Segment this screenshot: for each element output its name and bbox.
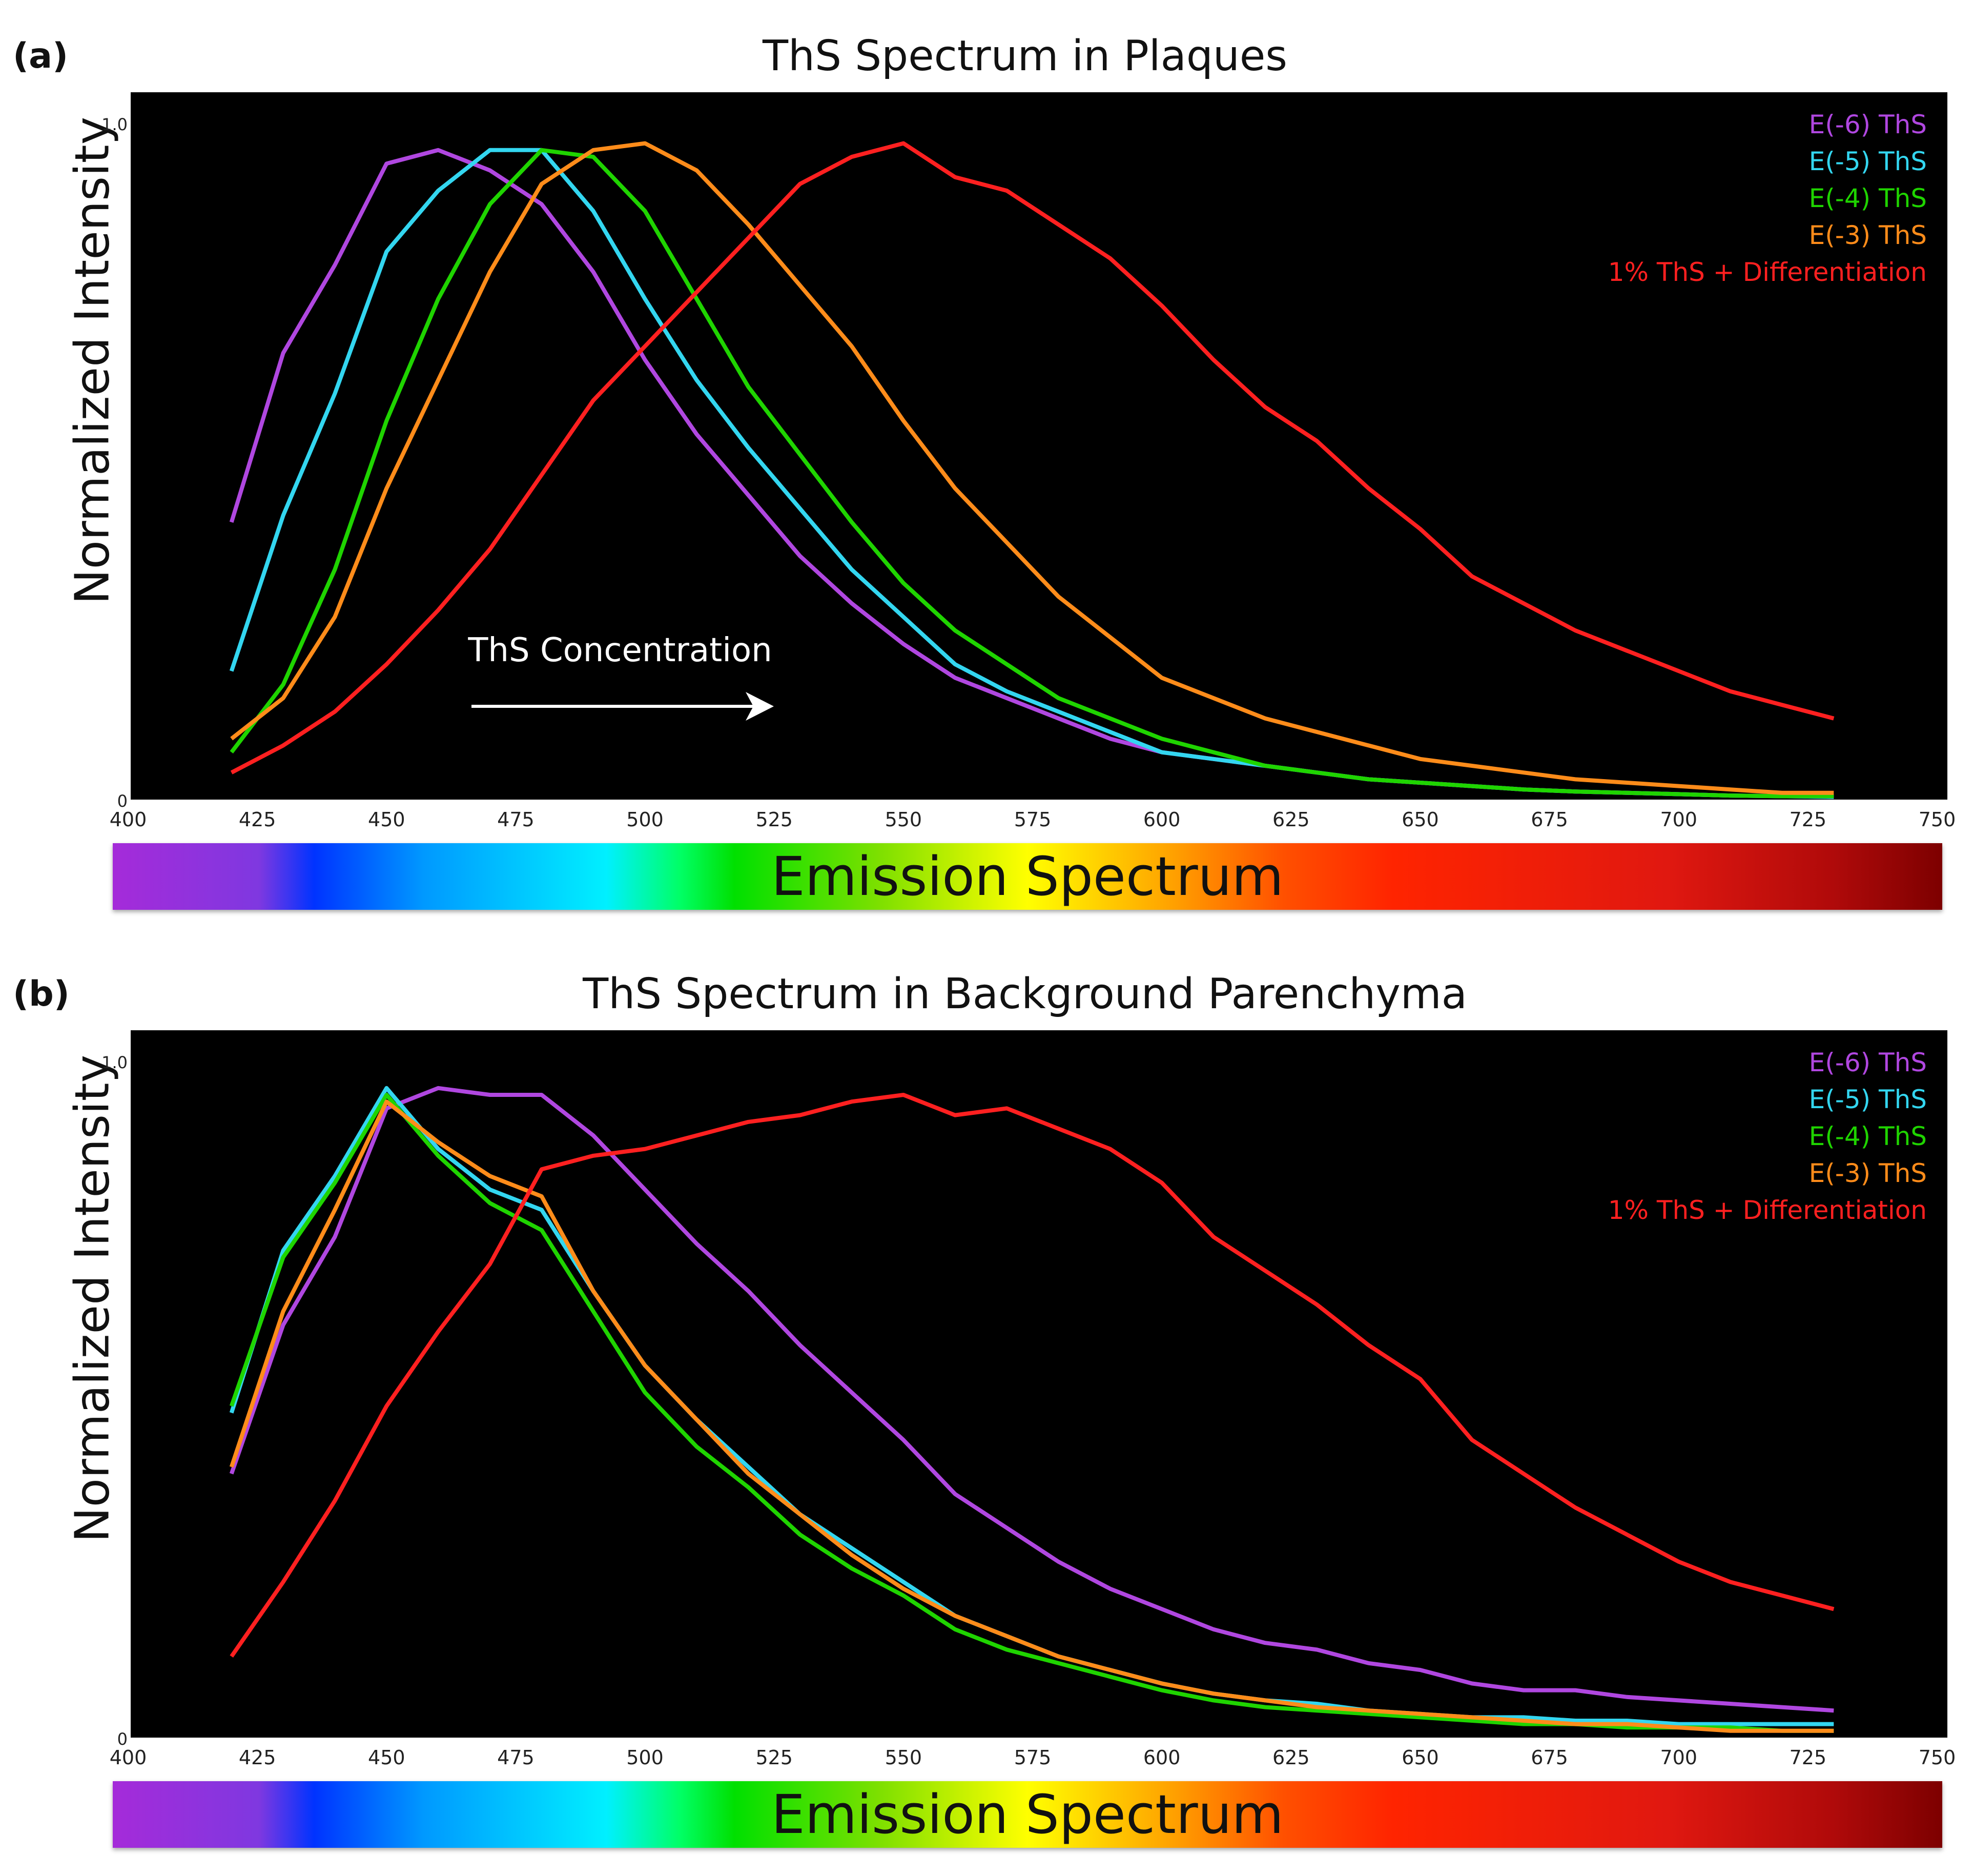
series-line <box>230 141 1834 795</box>
emission-spectrum-label: Emission Spectrum <box>771 1783 1284 1846</box>
x-tick-label: 650 <box>1402 1746 1439 1769</box>
y-tick-label: 0 <box>117 791 128 811</box>
legend-entry: E(-6) ThS <box>1809 110 1927 139</box>
legend-entry: E(-4) ThS <box>1809 1121 1927 1151</box>
series-line <box>229 1099 1834 1733</box>
x-tick-label: 700 <box>1660 1746 1697 1769</box>
x-tick-label: 450 <box>368 1746 405 1769</box>
series-line <box>230 141 1835 774</box>
x-tick-label: 425 <box>239 1746 276 1769</box>
series-line <box>230 148 1834 799</box>
x-tick-label: 650 <box>1402 808 1439 831</box>
legend-entry: E(-5) ThS <box>1809 147 1927 176</box>
x-tick-label: 750 <box>1919 808 1956 831</box>
x-tick-label: 600 <box>1143 1746 1181 1769</box>
y-tick-label: 1.0 <box>101 115 128 134</box>
x-tick-label: 675 <box>1531 1746 1568 1769</box>
legend-entry: E(-3) ThS <box>1809 220 1927 250</box>
x-tick-label: 700 <box>1660 808 1697 831</box>
legend-entry: E(-4) ThS <box>1809 183 1927 213</box>
annotation-text: ThS Concentration <box>467 631 772 669</box>
x-tick-label: 625 <box>1272 808 1310 831</box>
x-tick-label: 550 <box>885 808 922 831</box>
legend-entry: E(-3) ThS <box>1809 1158 1927 1188</box>
emission-spectrum-bar: Emission Spectrum <box>113 843 1942 910</box>
panel-a: (a) ThS Spectrum in Plaques Normalized I… <box>13 32 1956 910</box>
annotation-arrow-head <box>746 692 774 721</box>
x-tick-label: 400 <box>110 1746 147 1769</box>
x-tick-label: 625 <box>1272 1746 1310 1769</box>
x-tick-label: 475 <box>497 808 535 831</box>
legend-entry: 1% ThS + Differentiation <box>1608 1195 1927 1225</box>
panel-label: (a) <box>13 36 69 76</box>
plot-area: 400 425 450 475 500 525 550 575 600 625 650 675 700 7… <box>101 1030 1956 1769</box>
x-tick-label: 675 <box>1531 808 1568 831</box>
plot-area: 400 425 450 475 500 525 550 575 600 625 650 675 700 7… <box>101 92 1956 831</box>
panel-label: (b) <box>13 974 70 1014</box>
chart-title: ThS Spectrum in Background Parenchyma <box>583 970 1467 1018</box>
legend-entry: 1% ThS + Differentiation <box>1608 257 1927 287</box>
x-tick-label: 600 <box>1143 808 1181 831</box>
emission-spectrum-bar: Emission Spectrum <box>113 1781 1942 1848</box>
series-line <box>230 1093 1835 1658</box>
x-tick-label: 550 <box>885 1746 922 1769</box>
panel-b: (b) ThS Spectrum in Background Parenchym… <box>0 938 1973 1876</box>
x-tick-label: 500 <box>626 808 664 831</box>
x-tick-label: 725 <box>1790 1746 1827 1769</box>
legend-entry: E(-6) ThS <box>1809 1048 1927 1077</box>
plot-background <box>131 92 1947 800</box>
x-tick-label: 575 <box>1014 1746 1052 1769</box>
chart-title: ThS Spectrum in Plaques <box>762 32 1288 80</box>
series-line <box>229 1086 1834 1713</box>
x-tick-label: 525 <box>755 1746 793 1769</box>
y-tick-label: 1.0 <box>101 1053 128 1072</box>
x-tick-label: 575 <box>1014 808 1052 831</box>
x-tick-label: 400 <box>110 808 147 831</box>
x-tick-label: 525 <box>755 808 793 831</box>
emission-spectrum-label: Emission Spectrum <box>771 845 1284 908</box>
x-tick-label: 750 <box>1919 1746 1956 1769</box>
x-tick-label: 475 <box>497 1746 535 1769</box>
y-tick-label: 0 <box>117 1729 128 1749</box>
x-tick-label: 425 <box>239 808 276 831</box>
x-tick-label: 725 <box>1790 808 1827 831</box>
x-tick-label: 450 <box>368 808 405 831</box>
legend-entry: E(-5) ThS <box>1809 1085 1927 1114</box>
x-tick-label: 500 <box>626 1746 664 1769</box>
